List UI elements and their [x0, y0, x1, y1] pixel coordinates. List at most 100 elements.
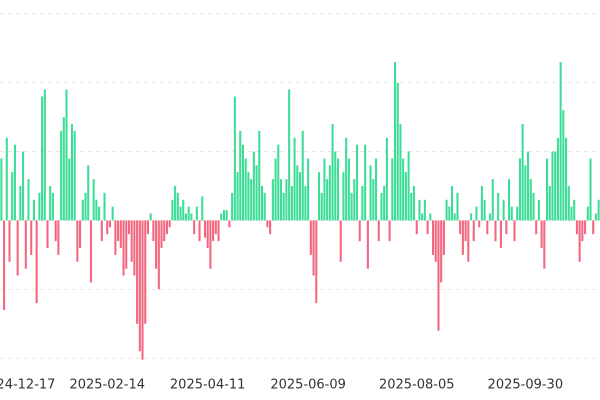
bar	[146, 220, 149, 235]
bar	[399, 124, 402, 221]
bar	[396, 82, 399, 221]
bar	[160, 220, 163, 248]
bar	[464, 220, 467, 242]
bar	[442, 220, 445, 255]
bar	[393, 62, 397, 221]
bar	[575, 220, 578, 235]
bar	[546, 158, 549, 221]
bar	[358, 220, 361, 242]
bar	[269, 220, 272, 235]
bar	[518, 158, 521, 221]
bar	[8, 220, 11, 262]
bar	[73, 130, 76, 221]
bar	[87, 165, 90, 221]
bar	[84, 192, 87, 221]
bar	[198, 220, 201, 242]
bar	[141, 220, 144, 360]
bar	[182, 199, 185, 221]
bar	[263, 192, 266, 221]
bar	[49, 186, 52, 221]
bar	[225, 210, 228, 221]
bar	[404, 172, 407, 221]
bar	[247, 172, 250, 221]
bar	[497, 192, 500, 221]
bar	[190, 213, 193, 221]
bar	[46, 220, 49, 248]
bar	[152, 220, 155, 242]
bar	[98, 206, 101, 221]
bar	[127, 220, 130, 235]
bar	[176, 192, 179, 221]
bar	[483, 199, 486, 221]
bar	[274, 158, 277, 221]
bar	[440, 220, 443, 283]
bar	[41, 96, 44, 221]
bar	[255, 165, 258, 221]
bar	[16, 220, 19, 276]
bar	[35, 220, 38, 304]
bar	[385, 137, 388, 221]
bar	[187, 206, 190, 221]
bar	[315, 220, 318, 304]
bar	[43, 89, 46, 221]
bar	[100, 220, 103, 242]
bar	[499, 220, 502, 248]
bar	[554, 151, 557, 221]
bar	[209, 220, 212, 269]
bar	[62, 117, 65, 221]
bar	[195, 206, 198, 221]
bar	[445, 199, 448, 221]
bar	[285, 179, 288, 221]
bar	[369, 165, 372, 221]
bar	[231, 192, 234, 221]
bar	[594, 213, 597, 221]
bar	[217, 220, 220, 242]
bar	[470, 213, 473, 221]
bar	[434, 220, 437, 262]
bar	[165, 220, 168, 235]
bar	[3, 220, 6, 310]
bar	[415, 220, 418, 235]
bar	[486, 220, 489, 235]
bar	[222, 210, 226, 221]
bar	[312, 220, 315, 276]
bar	[279, 179, 283, 221]
bar	[548, 186, 551, 221]
bar	[559, 62, 562, 221]
bar	[122, 220, 125, 276]
bar	[380, 192, 383, 221]
bar	[206, 220, 209, 248]
bar	[491, 179, 494, 221]
bar	[81, 199, 84, 221]
bar	[133, 220, 136, 276]
bar	[456, 192, 459, 221]
bar	[38, 192, 41, 221]
bar	[241, 144, 245, 221]
bar	[551, 151, 554, 221]
bar	[461, 220, 464, 255]
bar	[184, 213, 188, 221]
bar	[5, 137, 8, 221]
bar	[260, 186, 264, 221]
bar	[252, 151, 255, 221]
bar	[282, 192, 285, 221]
bar	[374, 158, 378, 221]
bar	[475, 206, 478, 221]
bar	[372, 179, 375, 221]
bar	[309, 220, 312, 255]
bar	[336, 158, 340, 221]
bar	[220, 213, 223, 221]
bar	[510, 206, 513, 221]
bar	[361, 186, 364, 221]
bar	[388, 220, 391, 242]
bar	[364, 144, 367, 221]
bar	[290, 186, 293, 221]
bar	[244, 158, 247, 221]
bar	[331, 124, 334, 221]
bar	[391, 158, 394, 221]
bar	[317, 172, 321, 221]
bar	[410, 192, 413, 221]
bar	[65, 89, 68, 221]
